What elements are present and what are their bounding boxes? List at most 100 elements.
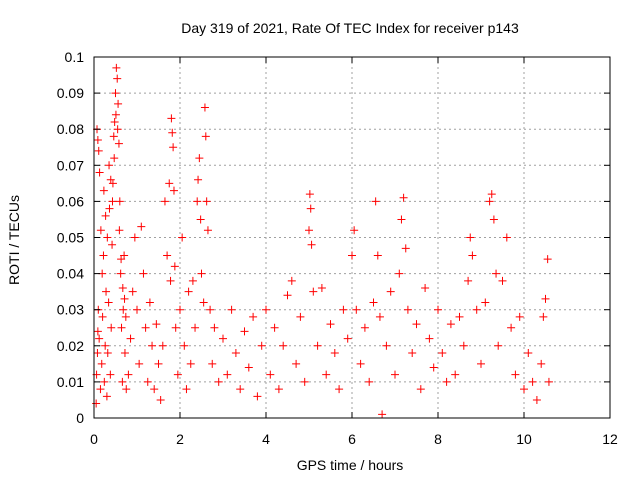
data-point: [464, 276, 473, 285]
data-point: [104, 298, 113, 307]
data-point: [262, 305, 270, 314]
data-point: [93, 327, 102, 336]
data-point: [378, 410, 387, 419]
data-point: [544, 377, 553, 386]
data-point: [446, 320, 455, 329]
data-points: [92, 63, 553, 419]
data-point: [236, 385, 245, 394]
data-point: [300, 377, 309, 386]
data-point: [200, 103, 209, 112]
data-point: [108, 179, 117, 188]
y-tick-label: 0.06: [57, 193, 84, 209]
data-point: [438, 349, 447, 358]
data-point: [160, 197, 169, 206]
data-point: [105, 161, 114, 170]
data-point: [296, 312, 305, 321]
data-point: [184, 287, 193, 296]
data-point: [386, 287, 395, 296]
data-point: [274, 385, 283, 394]
data-point: [165, 179, 174, 188]
data-point: [114, 139, 123, 148]
data-point: [182, 385, 191, 394]
data-point: [186, 359, 195, 368]
data-point: [292, 359, 301, 368]
data-point: [472, 305, 481, 314]
data-point: [227, 305, 236, 314]
data-point: [158, 341, 167, 350]
data-point: [95, 334, 104, 343]
data-point: [102, 287, 111, 296]
data-point: [477, 359, 485, 368]
data-point: [195, 154, 204, 163]
data-point: [244, 363, 253, 372]
data-point: [360, 323, 369, 332]
data-point: [115, 226, 124, 235]
data-point: [119, 305, 128, 314]
data-point: [194, 175, 203, 184]
y-tick-label: 0.01: [57, 374, 84, 390]
data-point: [339, 305, 348, 314]
data-point: [279, 341, 288, 350]
data-point: [148, 341, 157, 350]
data-point: [466, 233, 475, 242]
data-point: [137, 222, 146, 231]
data-point: [124, 370, 133, 379]
data-point: [196, 215, 205, 224]
data-point: [121, 312, 130, 321]
data-point: [287, 276, 296, 285]
data-point: [322, 370, 331, 379]
data-point: [350, 226, 359, 235]
data-point: [93, 349, 102, 358]
data-point: [283, 291, 292, 300]
data-point: [481, 298, 490, 307]
data-point: [103, 349, 112, 358]
data-point: [102, 392, 111, 401]
data-point: [173, 370, 182, 379]
data-point: [130, 233, 139, 242]
data-point: [502, 233, 511, 242]
y-tick-label: 0: [76, 410, 84, 426]
x-tick-label: 12: [602, 431, 618, 447]
data-point: [120, 294, 129, 303]
data-point: [270, 323, 279, 332]
x-axis-label: GPS time / hours: [297, 457, 404, 473]
data-point: [152, 320, 161, 329]
data-point: [118, 284, 127, 293]
data-point: [459, 341, 468, 350]
data-point: [139, 269, 148, 278]
data-point: [515, 312, 524, 321]
data-point: [109, 132, 118, 141]
data-point: [133, 305, 141, 314]
x-tick-label: 2: [176, 431, 184, 447]
data-point: [348, 251, 356, 260]
data-point: [489, 215, 498, 224]
data-point: [520, 385, 528, 394]
data-point: [403, 305, 412, 314]
data-point: [169, 143, 178, 152]
data-point: [176, 305, 184, 314]
x-tick-label: 4: [262, 431, 270, 447]
data-point: [507, 323, 516, 332]
y-tick-label: 0.04: [57, 266, 84, 282]
data-point: [240, 327, 249, 336]
data-point: [141, 323, 150, 332]
data-point: [492, 269, 501, 278]
data-point: [231, 349, 240, 358]
data-point: [203, 226, 212, 235]
data-point: [106, 370, 115, 379]
data-point: [171, 323, 180, 332]
data-point: [202, 197, 211, 206]
data-point: [210, 323, 219, 332]
data-point: [317, 284, 326, 293]
data-point: [110, 154, 119, 163]
data-point: [94, 146, 103, 155]
data-point: [113, 74, 122, 83]
data-point: [352, 305, 361, 314]
data-point: [401, 244, 410, 253]
x-tick-label: 0: [90, 431, 98, 447]
data-point: [122, 385, 131, 394]
data-point: [145, 298, 154, 307]
axis-ticks: 0 2 4 6 8 10 12 0 0.01 0.02 0.03 0.04 0.05 0.06 0.07 0.…: [57, 49, 618, 447]
data-point: [468, 251, 477, 260]
data-point: [421, 284, 430, 293]
